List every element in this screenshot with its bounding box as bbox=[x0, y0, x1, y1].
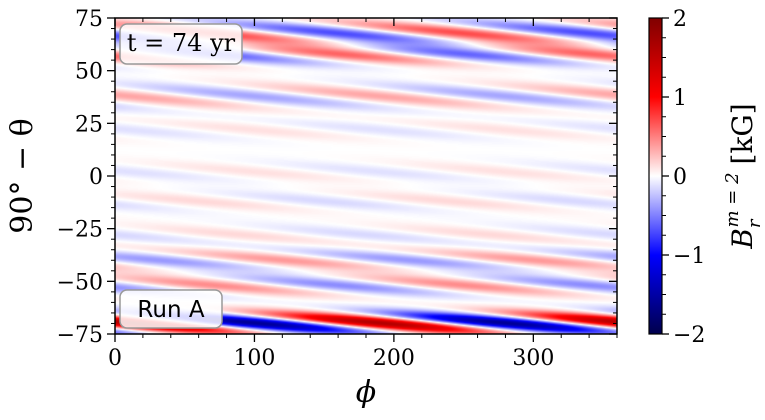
time-annotation-text: t = 74 yr bbox=[127, 29, 236, 57]
run-annotation: Run A bbox=[119, 289, 223, 329]
x-axis-title: ϕ bbox=[356, 375, 376, 410]
run-annotation-text: Run A bbox=[137, 297, 204, 323]
plot-area bbox=[114, 17, 618, 335]
x-tick-label: 200 bbox=[373, 346, 415, 371]
y-tick-label: 25 bbox=[75, 112, 103, 137]
x-tick-label: 100 bbox=[233, 346, 275, 371]
run-annotation-box bbox=[119, 289, 223, 329]
colorbar-tick-label: −2 bbox=[673, 323, 705, 348]
colorbar-ticks: −2 −1 0 1 2 bbox=[662, 7, 705, 348]
colorbar-tick-label: 0 bbox=[673, 165, 687, 190]
colorbar: −2 −1 0 1 2 Brm = 2 [kG] bbox=[648, 7, 765, 348]
heatmap-canvas bbox=[115, 18, 617, 334]
y-axis: −75 −50 −25 0 25 50 75 bbox=[57, 7, 617, 348]
colorbar-title-unit: [kG] bbox=[726, 103, 759, 164]
x-axis: 0 100 200 300 bbox=[108, 18, 618, 371]
heatmap-container bbox=[115, 18, 617, 334]
y-tick-label: 0 bbox=[89, 165, 103, 190]
colorbar-title-sub: r bbox=[744, 218, 765, 228]
colorbar-tick-label: 1 bbox=[673, 86, 687, 111]
colorbar-title-base: B bbox=[726, 228, 759, 250]
y-tick-label: 75 bbox=[75, 7, 103, 32]
colorbar-tick-label: 2 bbox=[673, 7, 687, 32]
colorbar-title-sup: m = 2 bbox=[722, 172, 743, 227]
colorbar-gradient bbox=[648, 17, 663, 335]
y-axis-title: 90° − θ bbox=[5, 118, 40, 233]
time-annotation-box bbox=[119, 23, 243, 65]
colorbar-title: Brm = 2 [kG] bbox=[722, 103, 765, 249]
y-tick-label: 50 bbox=[75, 60, 103, 85]
y-tick-label: −50 bbox=[57, 270, 103, 295]
colorbar-tick-label: −1 bbox=[673, 244, 705, 269]
y-tick-label: −25 bbox=[57, 218, 103, 243]
x-tick-label: 0 bbox=[108, 346, 122, 371]
x-tick-label: 300 bbox=[512, 346, 554, 371]
time-annotation: t = 74 yr bbox=[119, 23, 243, 65]
y-tick-label: −75 bbox=[57, 323, 103, 348]
